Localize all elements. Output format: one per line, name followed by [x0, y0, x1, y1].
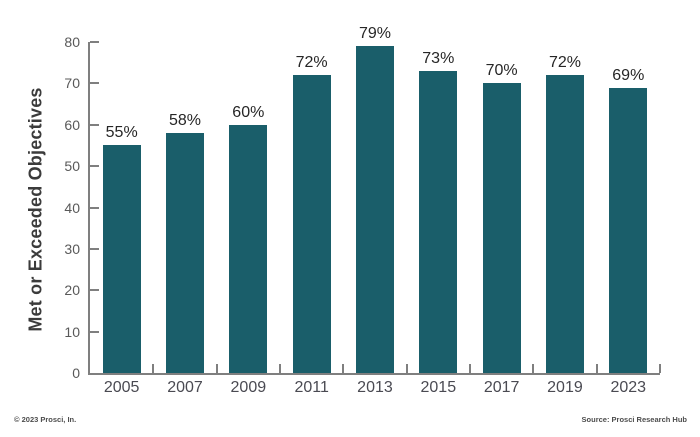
x-tick-mark: [405, 364, 408, 373]
y-tick-mark: [90, 206, 99, 209]
y-tick-label: 10: [64, 323, 80, 340]
x-axis-label: 2011: [294, 379, 329, 396]
bar-2019: 72%: [545, 54, 584, 373]
copyright-text: © 2023 Prosci, In.: [14, 415, 77, 424]
x-tick-mark: [532, 364, 535, 373]
x-axis-label: 2013: [357, 379, 393, 396]
x-tick-mark: [278, 364, 281, 373]
bar-2007: 58%: [165, 112, 204, 373]
bar-value-label: 72%: [548, 54, 581, 72]
bar-group: 72% 2019: [533, 42, 598, 396]
y-tick-mark: [90, 289, 99, 292]
x-axis-label: 2007: [167, 379, 203, 396]
bar-2023: 69%: [609, 67, 648, 373]
y-tick-mark: [90, 165, 99, 168]
y-tick-label: 60: [64, 116, 80, 133]
y-tick-label: 30: [64, 240, 80, 257]
y-tick-mark: [90, 123, 99, 126]
y-tick-mark: [90, 82, 99, 85]
bar-2015: 73%: [419, 50, 458, 373]
bar-value-label: 72%: [295, 54, 328, 72]
bar-value-label: 73%: [422, 49, 455, 67]
y-tick-label: 20: [64, 282, 80, 299]
bar-group: 79% 2013: [343, 25, 408, 396]
bar-2013: 79%: [355, 25, 394, 373]
bar-group: 55% 2005: [90, 42, 155, 396]
bar-value-label: 60%: [232, 103, 265, 121]
x-axis-label: 2019: [547, 379, 583, 396]
bar-value-label: 70%: [485, 62, 518, 80]
x-axis-label: 2005: [103, 379, 140, 396]
footer: © 2023 Prosci, In. Source: Prosci Resear…: [14, 415, 687, 424]
x-tick-mark: [658, 364, 661, 373]
bar-2011: 72%: [292, 54, 331, 373]
x-tick-mark: [215, 364, 218, 373]
x-tick-mark: [152, 364, 155, 373]
y-tick-label: 0: [72, 365, 80, 381]
x-axis-label: 2023: [610, 379, 647, 396]
bar-group: 58% 2007: [153, 42, 218, 396]
plot-area: 55% 2005 58% 2007 60% 2009 72% 2011 79% 2013 73% 20…: [64, 25, 661, 396]
y-tick-mark: [90, 247, 99, 250]
source-text: Source: Prosci Research Hub: [581, 415, 687, 424]
bar-2005: 55%: [102, 124, 141, 373]
x-tick-mark: [595, 364, 598, 373]
y-tick-label: 70: [64, 75, 80, 92]
x-axis-label: 2009: [230, 379, 267, 396]
x-axis-label: 2017: [483, 379, 520, 396]
bar-group: 73% 2015: [407, 42, 471, 396]
y-tick-label: 80: [64, 34, 80, 50]
x-tick-mark: [468, 364, 471, 373]
bar-group: 72% 2011: [280, 42, 345, 396]
bars-container: 55% 2005 58% 2007 60% 2009 72% 2011 79% 2013 73% 20…: [90, 25, 661, 396]
bar-value-label: 55%: [105, 124, 138, 142]
y-tick-label: 40: [64, 199, 80, 216]
bar-value-label: 58%: [168, 112, 201, 130]
bar-value-label: 79%: [358, 25, 391, 43]
bar-2009: 60%: [229, 104, 268, 373]
y-tick-label: 50: [64, 158, 80, 175]
x-axis-label: 2015: [420, 379, 457, 396]
y-tick-mark: [90, 330, 99, 333]
bar-group: 69% 2023: [597, 42, 661, 396]
bar-group: 70% 2017: [470, 42, 535, 396]
bar-value-label: 69%: [612, 66, 645, 84]
x-tick-mark: [342, 364, 345, 373]
y-tick-mark: [90, 41, 99, 43]
bar-group: 60% 2009: [217, 42, 281, 396]
bar-2017: 70%: [482, 62, 521, 373]
